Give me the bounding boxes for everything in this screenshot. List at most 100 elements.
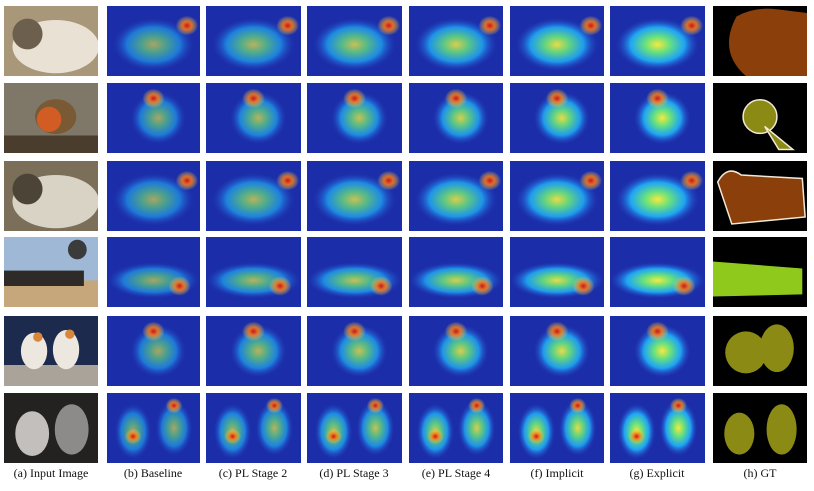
heatmap-graphic [409, 393, 503, 463]
caption-implicit: (f) Implicit [530, 466, 584, 480]
heatmap-pl4 [409, 6, 503, 76]
heatmap-graphic [307, 393, 402, 463]
mask-graphic [713, 316, 807, 386]
heatmap-implicit [510, 83, 604, 153]
heatmap-graphic [206, 161, 301, 231]
heatmap-implicit [510, 237, 604, 307]
heatmap-pl3 [307, 83, 402, 153]
caption-gt: (h) GT [743, 466, 777, 480]
heatmap-pl4 [409, 161, 503, 231]
input-photo [4, 237, 98, 307]
heatmap-implicit [510, 161, 604, 231]
heatmap-graphic [107, 237, 200, 307]
heatmap-graphic [307, 83, 402, 153]
heatmap-graphic [307, 316, 402, 386]
heatmap-graphic [510, 83, 604, 153]
heatmap-graphic [107, 316, 200, 386]
heatmap-pl2 [206, 393, 301, 463]
caption-pl-stage-4: (e) PL Stage 4 [421, 466, 491, 480]
gt-mask [713, 6, 807, 76]
heatmap-explicit [610, 161, 705, 231]
input-photo [4, 83, 98, 153]
caption-explicit: (g) Explicit [629, 466, 685, 480]
heatmap-baseline [107, 393, 200, 463]
heatmap-baseline [107, 83, 200, 153]
input-photo [4, 161, 98, 231]
heatmap-graphic [206, 83, 301, 153]
heatmap-graphic [307, 161, 402, 231]
heatmap-graphic [510, 316, 604, 386]
heatmap-graphic [107, 393, 200, 463]
gt-mask [713, 83, 807, 153]
heatmap-graphic [510, 237, 604, 307]
gt-mask [713, 316, 807, 386]
heatmap-baseline [107, 316, 200, 386]
photo-graphic [4, 83, 98, 153]
heatmap-pl2 [206, 237, 301, 307]
input-photo [4, 6, 98, 76]
heatmap-pl4 [409, 83, 503, 153]
heatmap-graphic [610, 83, 705, 153]
heatmap-graphic [610, 161, 705, 231]
heatmap-pl2 [206, 161, 301, 231]
heatmap-graphic [409, 237, 503, 307]
photo-graphic [4, 237, 98, 307]
gt-mask [713, 161, 807, 231]
heatmap-graphic [510, 6, 604, 76]
heatmap-baseline [107, 6, 200, 76]
heatmap-baseline [107, 237, 200, 307]
heatmap-graphic [610, 393, 705, 463]
heatmap-explicit [610, 6, 705, 76]
heatmap-pl4 [409, 316, 503, 386]
heatmap-graphic [107, 83, 200, 153]
heatmap-graphic [610, 316, 705, 386]
heatmap-graphic [510, 161, 604, 231]
heatmap-pl3 [307, 316, 402, 386]
heatmap-graphic [409, 6, 503, 76]
heatmap-graphic [510, 393, 604, 463]
heatmap-explicit [610, 237, 705, 307]
input-photo [4, 393, 98, 463]
heatmap-graphic [206, 6, 301, 76]
mask-graphic [713, 83, 807, 153]
heatmap-implicit [510, 316, 604, 386]
heatmap-graphic [107, 161, 200, 231]
photo-graphic [4, 316, 98, 386]
caption-pl-stage-3: (d) PL Stage 3 [319, 466, 389, 480]
heatmap-graphic [409, 83, 503, 153]
heatmap-pl3 [307, 237, 402, 307]
gt-mask [713, 237, 807, 307]
heatmap-pl3 [307, 6, 402, 76]
caption-input-image: (a) Input Image [13, 466, 89, 480]
heatmap-pl3 [307, 393, 402, 463]
heatmap-graphic [206, 316, 301, 386]
heatmap-graphic [409, 316, 503, 386]
heatmap-explicit [610, 393, 705, 463]
heatmap-pl2 [206, 6, 301, 76]
heatmap-graphic [409, 161, 503, 231]
heatmap-pl4 [409, 393, 503, 463]
heatmap-pl2 [206, 316, 301, 386]
heatmap-implicit [510, 6, 604, 76]
heatmap-explicit [610, 316, 705, 386]
gt-mask [713, 393, 807, 463]
mask-graphic [713, 237, 807, 307]
heatmap-pl2 [206, 83, 301, 153]
heatmap-graphic [107, 6, 200, 76]
heatmap-graphic [307, 6, 402, 76]
heatmap-graphic [307, 237, 402, 307]
photo-graphic [4, 6, 98, 76]
mask-graphic [713, 161, 807, 231]
heatmap-pl4 [409, 237, 503, 307]
heatmap-graphic [206, 393, 301, 463]
heatmap-graphic [610, 237, 705, 307]
heatmap-explicit [610, 83, 705, 153]
heatmap-baseline [107, 161, 200, 231]
heatmap-graphic [610, 6, 705, 76]
heatmap-pl3 [307, 161, 402, 231]
photo-graphic [4, 393, 98, 463]
heatmap-implicit [510, 393, 604, 463]
input-photo [4, 316, 98, 386]
caption-baseline: (b) Baseline [123, 466, 183, 480]
